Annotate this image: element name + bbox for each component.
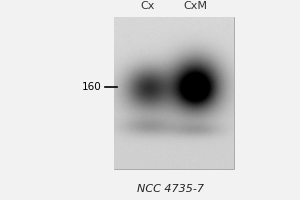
Bar — [114, 17, 234, 169]
Text: NCC 4735-7: NCC 4735-7 — [137, 184, 205, 194]
Text: CxM: CxM — [184, 1, 208, 11]
Text: Cx: Cx — [140, 1, 155, 11]
Text: 160: 160 — [82, 82, 102, 92]
